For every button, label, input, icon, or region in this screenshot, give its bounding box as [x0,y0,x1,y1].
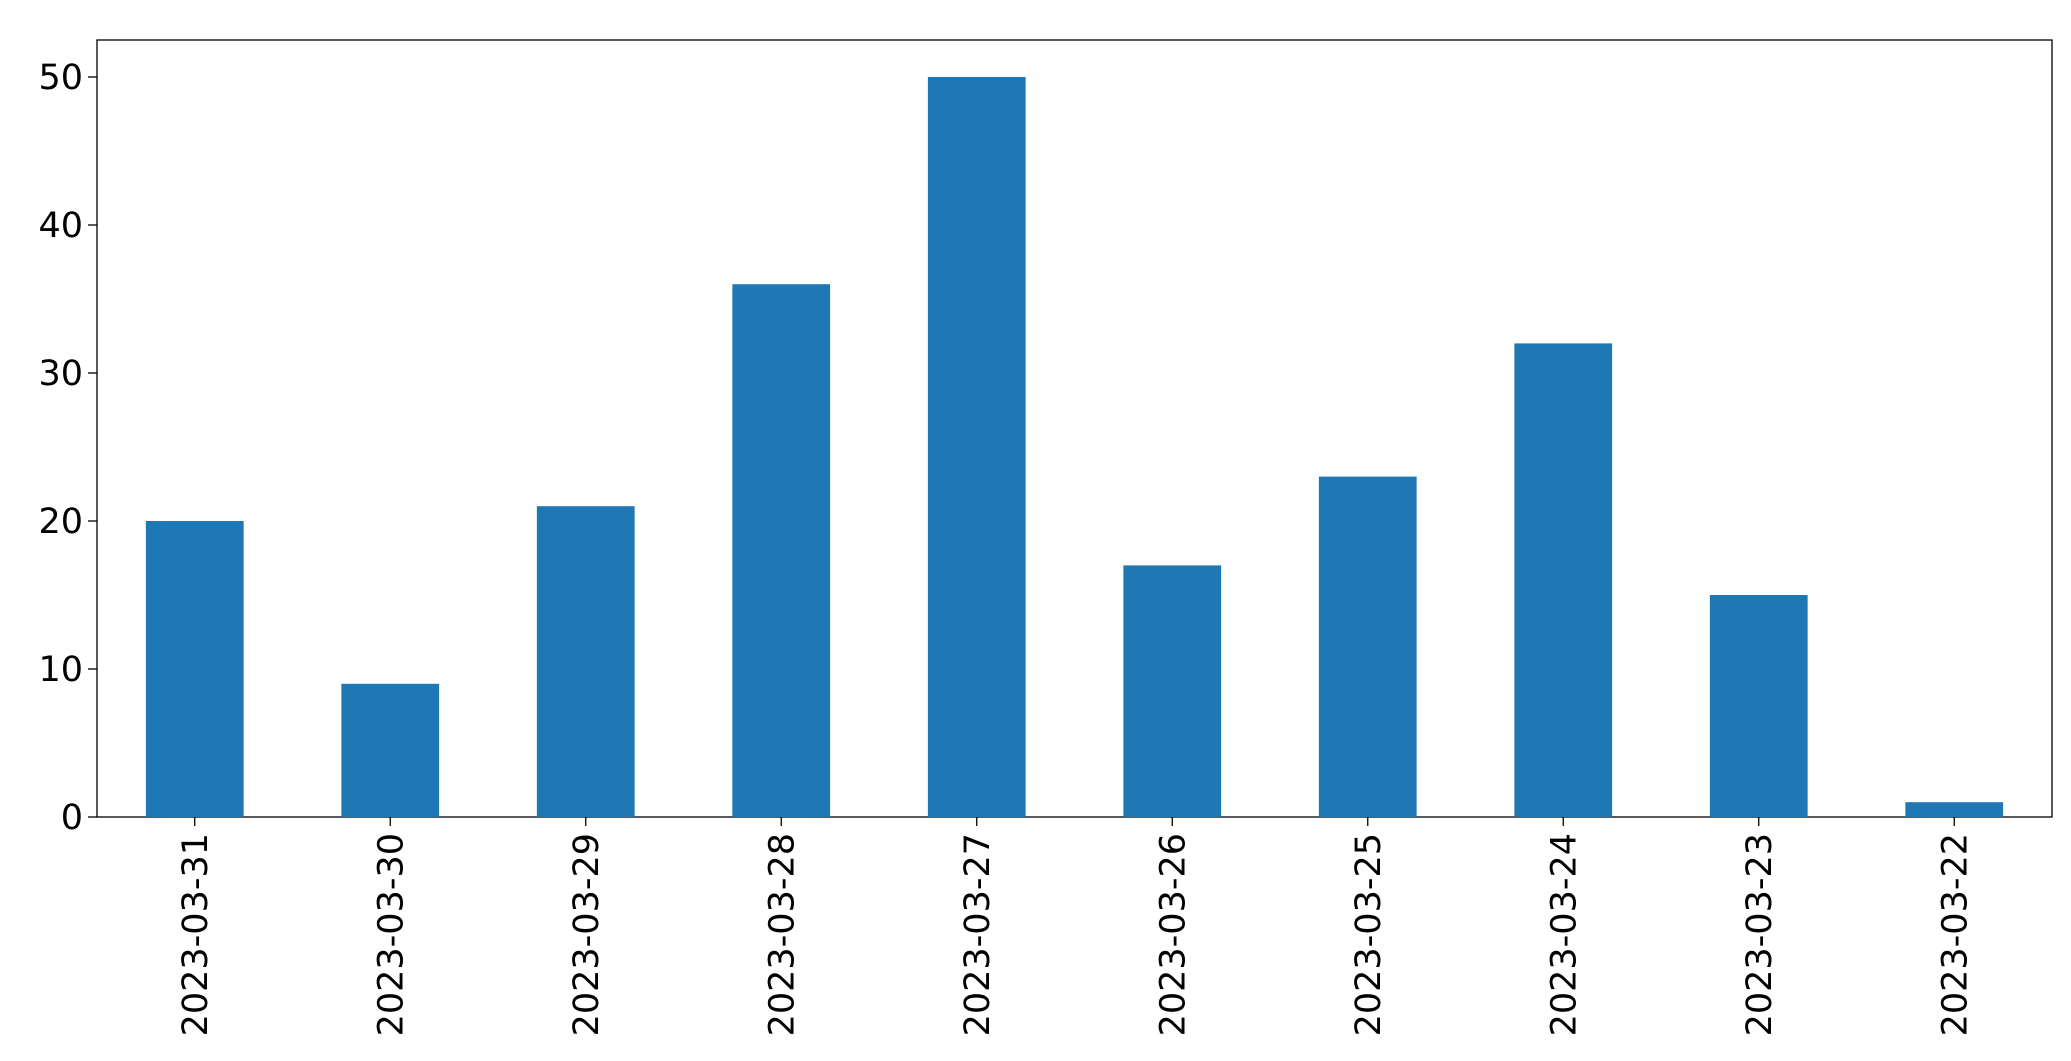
bar [536,506,635,817]
bar [1905,802,2004,817]
bar [341,683,440,817]
x-tick-label: 2023-03-30 [371,833,411,1036]
y-tick-label: 20 [38,502,83,542]
x-tick-label: 2023-03-22 [1935,833,1975,1036]
x-tick-label: 2023-03-27 [958,833,998,1036]
y-tick-label: 0 [61,798,83,838]
x-tick-label: 2023-03-24 [1544,833,1584,1036]
plot-frame [96,39,2053,818]
y-tick-label: 30 [38,354,83,394]
bar [1709,595,1808,817]
bar [1514,343,1613,817]
bar [1318,476,1417,817]
x-tick-label: 2023-03-29 [567,833,607,1036]
x-tick-label: 2023-03-25 [1349,833,1389,1036]
bar [927,77,1026,817]
y-tick-label: 40 [38,206,83,246]
y-tick-label: 50 [38,58,83,98]
bar [1123,565,1222,817]
x-tick-label: 2023-03-31 [176,833,216,1036]
x-tick-label: 2023-03-28 [762,833,802,1036]
x-tick-label: 2023-03-26 [1153,833,1193,1036]
y-tick-label: 10 [38,650,83,690]
bar [145,521,244,817]
x-tick-label: 2023-03-23 [1740,833,1780,1036]
bar [732,284,831,817]
